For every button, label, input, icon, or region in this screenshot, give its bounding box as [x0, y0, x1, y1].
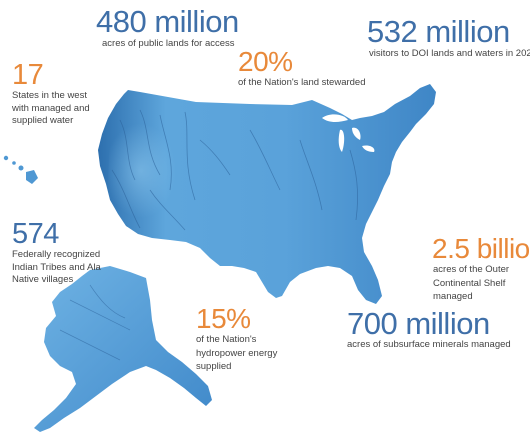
- alaska-shape: [34, 266, 212, 432]
- stat-visitors: 532 million visitors to DOI lands and wa…: [367, 16, 530, 61]
- great-lakes: [322, 114, 375, 152]
- stat-figure: 532 million: [367, 14, 510, 49]
- stat-label-line: supplied: [196, 361, 232, 372]
- stat-label-line: acres of the Outer: [433, 264, 510, 275]
- stat-figure: 15%: [196, 303, 251, 334]
- hawaii-islands: [3, 155, 38, 184]
- stat-subsurface-minerals: 700 million acres of subsurface minerals…: [347, 308, 511, 352]
- stat-outer-shelf: 2.5 billior acres of the Outer Continent…: [432, 235, 530, 304]
- stat-label-line: supplied water: [12, 115, 74, 126]
- terrain-lines: [111, 109, 358, 231]
- stat-label-line: States in the west: [12, 90, 87, 101]
- stat-figure: 17: [12, 59, 44, 91]
- stat-label-line: Native villages: [12, 274, 74, 285]
- stat-figure: 574: [12, 218, 59, 250]
- stat-land-stewarded: 20% of the Nation's land stewarded: [238, 48, 366, 90]
- stat-hydropower: 15% of the Nation's hydropower energy su…: [196, 305, 277, 374]
- stat-public-lands: 480 million acres of public lands for ac…: [96, 6, 239, 51]
- stat-label-line: managed: [433, 291, 473, 302]
- stat-figure: 2.5 billior: [432, 233, 530, 264]
- stat-label-line: Indian Tribes and Ala: [12, 261, 101, 273]
- stat-label-line: of the Nation's: [196, 334, 257, 345]
- stat-label-line: acres of public lands for access: [102, 38, 235, 49]
- stat-label-line: hydropower energy: [196, 347, 278, 359]
- stat-figure: 480 million: [96, 4, 239, 39]
- stat-label-line: visitors to DOI lands and waters in 2021: [369, 48, 530, 59]
- stat-label-line: with managed and: [12, 102, 90, 114]
- stat-label-line: Continental Shelf: [433, 277, 506, 289]
- stat-label-line: of the Nation's land stewarded: [238, 77, 366, 88]
- stat-western-states: 17 States in the west with managed and s…: [12, 61, 90, 128]
- alaska-terrain: [59, 284, 131, 361]
- stat-tribes: 574 Federally recognized Indian Tribes a…: [12, 220, 101, 287]
- stat-label-line: Federally recognized: [12, 249, 101, 260]
- stat-figure: 700 million: [347, 306, 490, 341]
- stat-figure: 20%: [238, 46, 293, 77]
- stat-label-line: acres of subsurface minerals managed: [347, 339, 511, 350]
- lower48-texture: [108, 110, 210, 245]
